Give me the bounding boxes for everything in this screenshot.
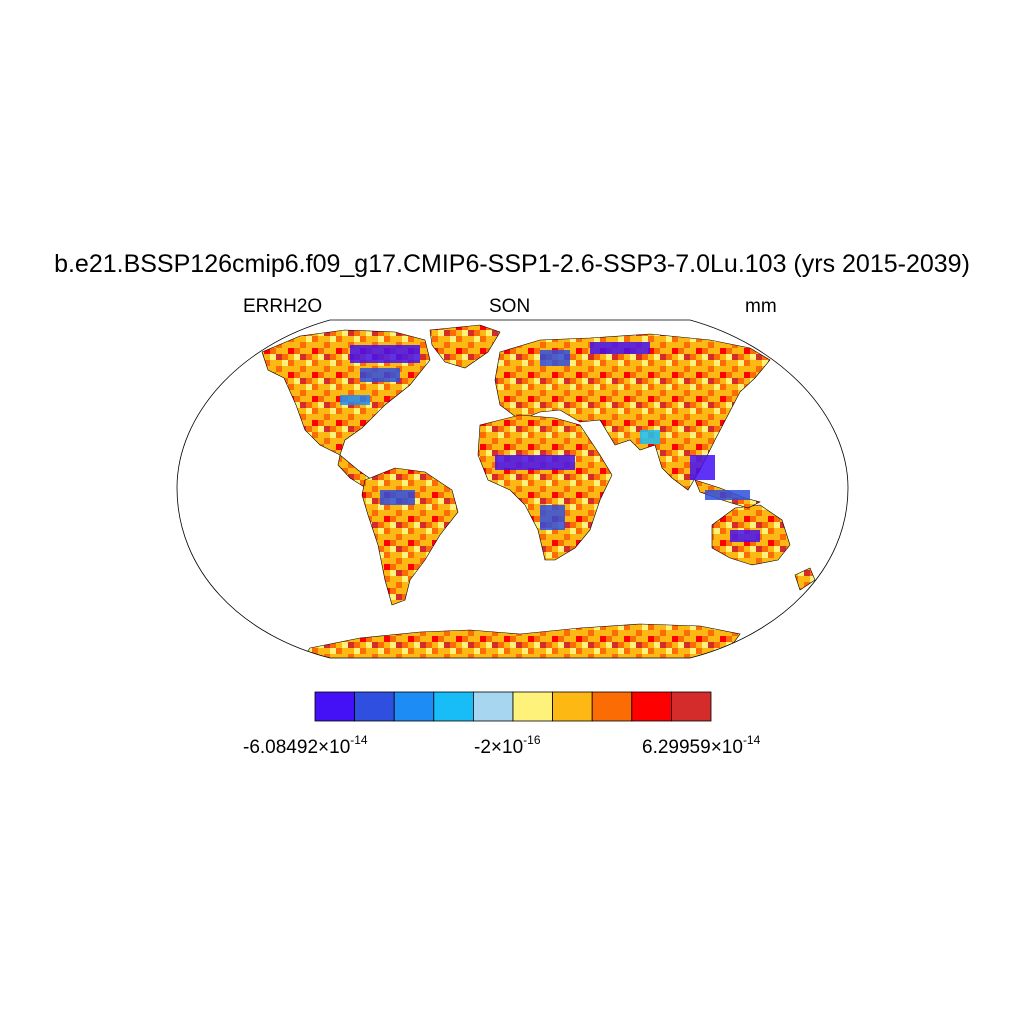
colorbar-box	[354, 691, 395, 722]
colorbar-box	[512, 691, 553, 722]
colorbar-box	[472, 691, 514, 722]
season-label: SON	[489, 296, 531, 317]
europe-asia	[494, 333, 771, 491]
colorbar-label-min: -6.08492×10-14	[243, 733, 368, 758]
greenland	[429, 324, 501, 369]
negative-anomaly-patches	[340, 342, 760, 542]
colorbar-box	[393, 691, 435, 722]
plot-title: b.e21.BSSP126cmip6.f09_g17.CMIP6-SSP1-2.…	[54, 250, 970, 278]
new-zealand	[794, 567, 816, 591]
map-field	[177, 320, 848, 658]
colorbar-box	[314, 691, 355, 722]
units-label: mm	[745, 296, 777, 317]
africa	[477, 414, 613, 561]
colorbar-box	[433, 691, 474, 722]
map-boundary	[176, 319, 849, 659]
colorbar	[314, 691, 712, 722]
colorbar-box	[591, 691, 633, 722]
colorbar-label-max: 6.29959×10-14	[642, 733, 761, 758]
colorbar-box	[631, 691, 672, 722]
colorbar-label-mid: -2×10-16	[474, 733, 541, 758]
colorbar-box	[671, 691, 712, 722]
colorbar-box	[552, 691, 593, 722]
antarctica	[299, 623, 741, 658]
variable-name: ERRH2O	[243, 296, 323, 317]
